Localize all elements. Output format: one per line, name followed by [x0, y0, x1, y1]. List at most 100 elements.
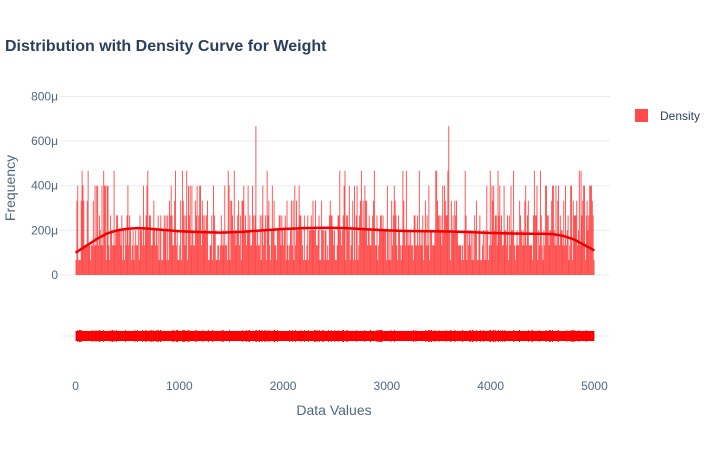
histogram-bar — [185, 215, 187, 275]
histogram-bar — [182, 200, 184, 275]
histogram-bar — [507, 260, 509, 275]
histogram-bar — [189, 185, 191, 275]
histogram-bar — [569, 245, 571, 275]
histogram-bar — [121, 215, 123, 275]
histogram-bar — [405, 170, 407, 275]
histogram-bar — [528, 245, 530, 275]
histogram-bar — [565, 185, 566, 275]
histogram-bar — [472, 230, 474, 275]
histogram-bar — [188, 215, 190, 275]
histogram-bar — [175, 170, 176, 275]
histogram-bar — [358, 245, 360, 275]
histogram-bar — [85, 245, 86, 275]
histogram-bar — [391, 200, 393, 275]
histogram-bar — [335, 260, 336, 275]
y-tick-label: 800μ — [31, 89, 58, 103]
histogram-bar — [372, 215, 374, 275]
histogram-bar — [357, 260, 359, 275]
histogram-bar — [282, 230, 284, 275]
histogram-bar — [220, 215, 222, 275]
histogram-bar — [290, 200, 292, 275]
histogram-bar — [575, 215, 577, 275]
histogram-bar — [143, 245, 145, 275]
histogram-bar — [303, 215, 305, 275]
histogram-bar — [482, 245, 483, 275]
histogram-bar — [363, 230, 365, 275]
histogram-bar — [587, 230, 589, 275]
histogram-bar — [412, 260, 414, 275]
histogram-bar — [489, 170, 491, 275]
histogram-bar — [157, 215, 159, 275]
legend[interactable]: Density — [635, 109, 700, 123]
histogram-bar — [473, 260, 475, 275]
histogram-bar — [324, 230, 326, 275]
histogram-bar — [522, 230, 524, 275]
histogram-bar — [97, 185, 99, 275]
legend-swatch-density[interactable] — [635, 109, 648, 122]
histogram-bar — [147, 170, 149, 275]
histogram-bar — [208, 260, 210, 275]
histogram-bar — [520, 215, 521, 275]
histogram-bar — [99, 230, 101, 275]
histogram-bar — [557, 200, 559, 275]
histogram-bar — [241, 200, 243, 275]
histogram-bar — [583, 185, 585, 275]
histogram-bar — [191, 185, 193, 275]
histogram-bar — [100, 245, 102, 275]
histogram-bar — [581, 215, 583, 275]
histogram-bar — [487, 230, 489, 275]
histogram-bar — [345, 260, 347, 275]
histogram-bar — [123, 260, 125, 275]
histogram-bar — [226, 260, 228, 275]
histogram-bar — [328, 260, 329, 275]
histogram-bar — [362, 200, 364, 275]
histogram-bar — [139, 215, 141, 275]
histogram-bar — [286, 200, 288, 275]
histogram-bar — [150, 245, 152, 275]
histogram-bar — [75, 260, 77, 275]
histogram-bar — [394, 200, 396, 275]
histogram-bar — [545, 185, 547, 275]
histogram-bar — [85, 245, 87, 275]
histogram-bar — [313, 230, 315, 275]
histogram-bar — [202, 215, 204, 275]
histogram-bar — [452, 215, 454, 275]
histogram-bar — [131, 245, 133, 275]
histogram-bar — [245, 245, 247, 275]
histogram-bar — [436, 170, 438, 275]
histogram-bar — [407, 245, 409, 275]
histogram-bar — [177, 260, 179, 275]
histogram-bar — [133, 260, 135, 275]
histogram-bar — [248, 230, 250, 275]
histogram-bar — [204, 215, 206, 275]
histogram-bar — [365, 200, 367, 275]
histogram-bar — [383, 230, 385, 275]
histogram-bar — [467, 230, 469, 275]
histogram-bar — [78, 260, 80, 275]
histogram-bar — [276, 260, 278, 275]
histogram-bar — [227, 170, 229, 275]
histogram-bar — [128, 245, 130, 275]
histogram-bar — [125, 245, 127, 275]
histogram-bar — [203, 230, 205, 275]
histogram-bar — [106, 185, 108, 275]
histogram-bar — [237, 215, 239, 275]
histogram-bar — [123, 230, 125, 275]
histogram-bar — [258, 245, 259, 275]
histogram-bar — [104, 185, 106, 275]
histogram-bar — [251, 245, 253, 275]
histogram-bar — [284, 215, 286, 275]
histogram-bar — [278, 215, 280, 275]
histogram-bar — [145, 215, 147, 275]
histogram-bar — [134, 245, 136, 275]
histogram-bar — [214, 230, 216, 275]
histogram-bar — [590, 185, 592, 275]
histogram-bar — [378, 245, 380, 275]
histogram-bar — [277, 230, 278, 275]
histogram-bar — [200, 185, 202, 275]
histogram-bar — [492, 200, 494, 275]
legend-label-density[interactable]: Density — [660, 109, 700, 123]
histogram-bar — [344, 170, 346, 275]
histogram-bar — [255, 126, 257, 276]
histogram-bar — [98, 245, 99, 275]
